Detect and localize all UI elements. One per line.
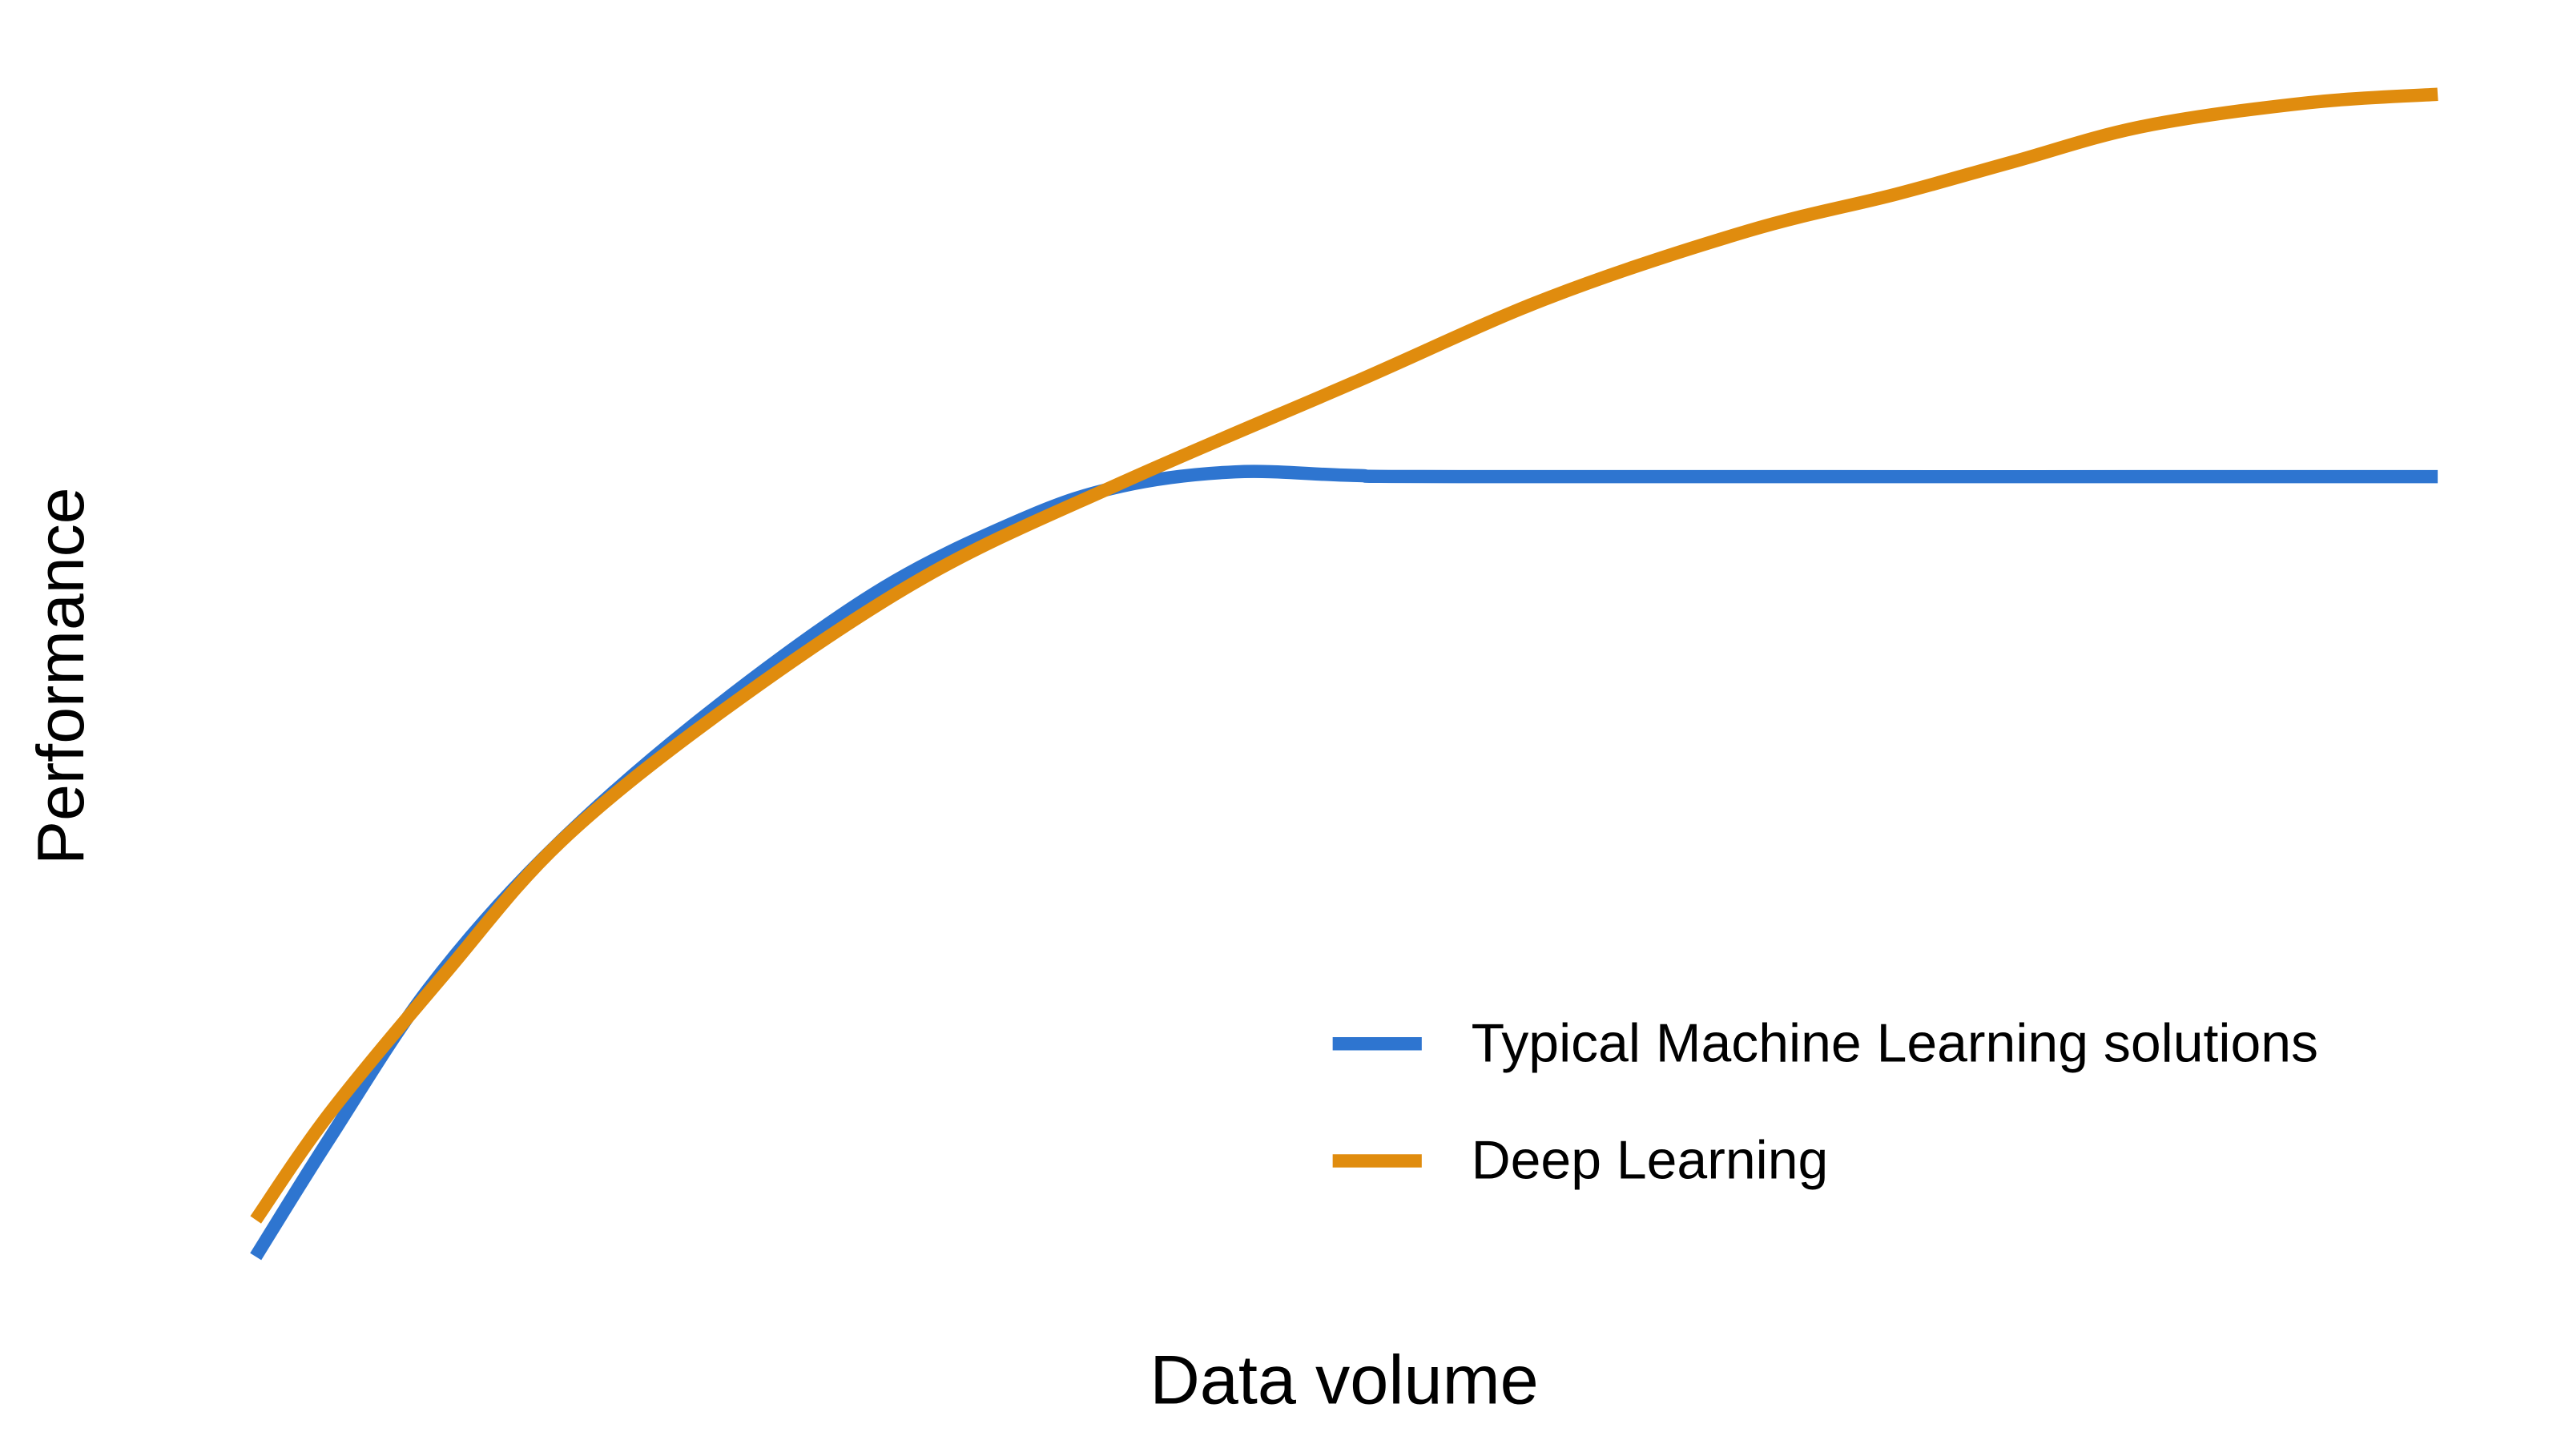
- series-line: [250, 87, 2438, 1224]
- legend-label: Deep Learning: [1472, 1130, 1829, 1191]
- x-axis-label: Data volume: [1150, 1341, 1538, 1418]
- series-line: [250, 465, 2438, 1261]
- y-axis-label: Performance: [24, 487, 98, 864]
- legend-label: Typical Machine Learning solutions: [1472, 1012, 2318, 1073]
